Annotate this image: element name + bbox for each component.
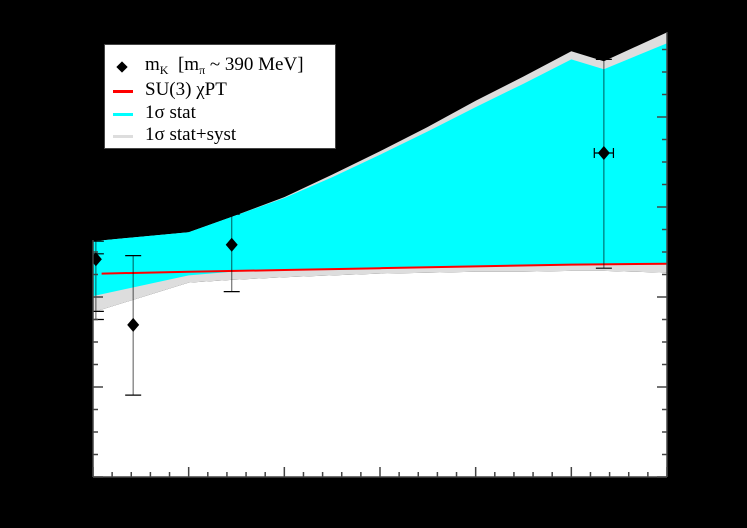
legend: mK [mπ ~ 390 MeV] SU(3) χPT 1σ stat 1σ s… [104, 44, 336, 149]
stat-band [93, 43, 667, 297]
diamond-marker-icon [116, 61, 128, 73]
data-point [593, 58, 615, 269]
data-point [125, 255, 142, 396]
legend-label-syst: 1σ stat+syst [145, 124, 237, 145]
legend-item-syst: 1σ stat+syst [105, 125, 335, 149]
legend-label-stat: 1σ stat [145, 102, 196, 123]
legend-label-mk: mK [mπ ~ 390 MeV] [145, 54, 304, 77]
legend-item-stat: 1σ stat [105, 103, 335, 127]
legend-mk-sub: K [159, 63, 169, 77]
legend-mk-sub2: π [199, 63, 206, 77]
legend-mk-tail: ~ 390 MeV] [205, 54, 304, 75]
plot-area [93, 270, 667, 477]
red-line-icon [113, 90, 133, 93]
legend-label-fit: SU(3) χPT [145, 79, 227, 100]
gray-line-icon [113, 135, 133, 138]
legend-mk-rest: [m [168, 54, 200, 75]
legend-item-mk: mK [mπ ~ 390 MeV] [105, 55, 335, 79]
axes-frame [92, 32, 668, 478]
cyan-line-icon [113, 113, 133, 116]
su3-chpt-fit-line [101, 262, 668, 275]
legend-mk-m: m [145, 54, 160, 75]
legend-item-fit: SU(3) χPT [105, 80, 335, 104]
data-points [87, 58, 615, 396]
data-point [223, 213, 240, 293]
